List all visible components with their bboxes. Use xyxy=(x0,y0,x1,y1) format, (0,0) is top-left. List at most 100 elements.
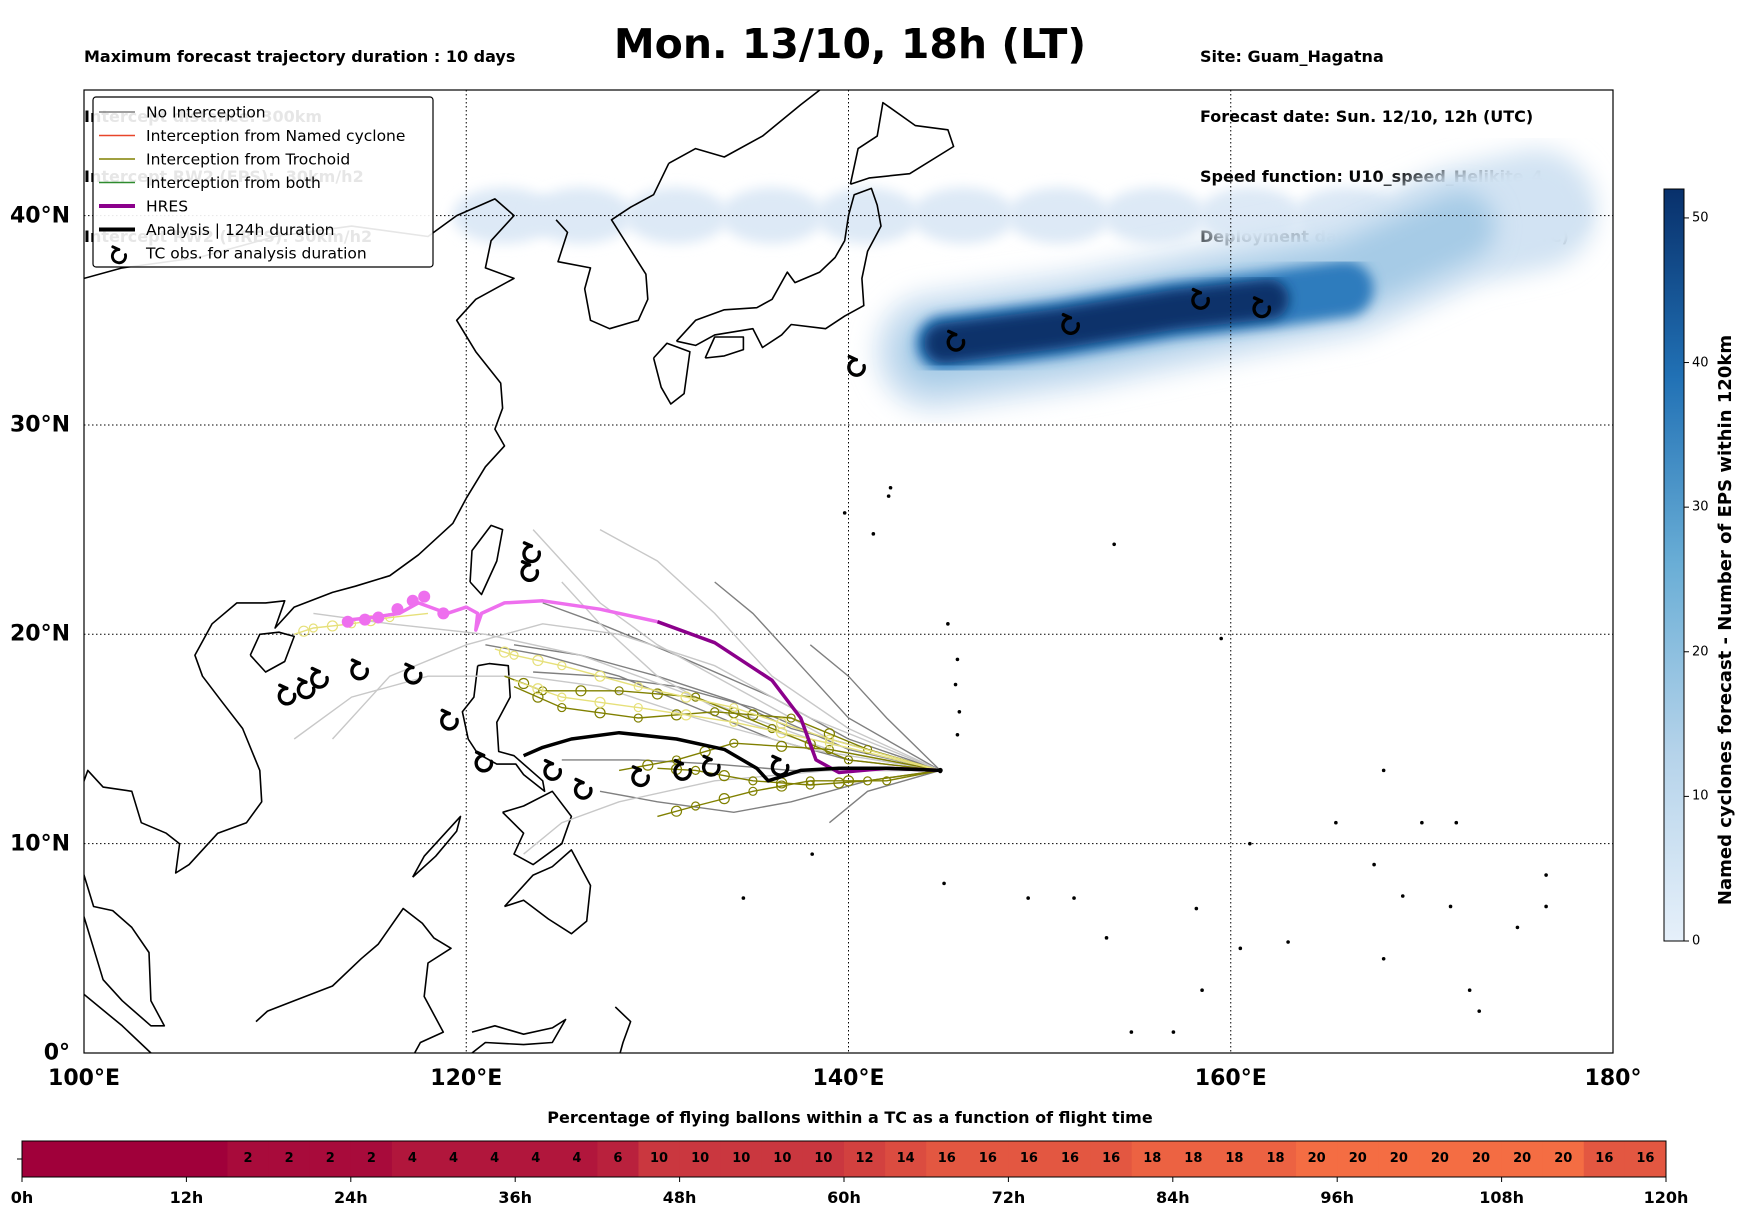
colorbar-tick-label: 40 xyxy=(1692,355,1709,371)
strip-cell xyxy=(391,1141,434,1177)
trochoid-loop xyxy=(509,650,519,660)
tc-obs-arc xyxy=(1191,291,1210,310)
ensemble-track xyxy=(533,671,941,772)
strip-cell xyxy=(104,1141,146,1177)
legend-label: Interception from both xyxy=(146,174,321,192)
strip-value: 2 xyxy=(366,1151,376,1166)
trochoid-loop xyxy=(776,727,788,739)
tc-obs-icon xyxy=(1061,312,1080,335)
strip-value: 14 xyxy=(896,1151,915,1166)
island xyxy=(1506,1062,1510,1066)
ensemble-track xyxy=(828,769,941,824)
island xyxy=(1112,542,1116,547)
strip-cell xyxy=(350,1141,393,1177)
trochoid-loop xyxy=(670,805,683,817)
tc-obs-icon xyxy=(673,758,692,781)
strip-cell xyxy=(1542,1141,1585,1177)
tc-obs-tail xyxy=(111,245,121,251)
tc-obs-arc xyxy=(770,757,790,777)
strip-tick-label: 12h xyxy=(169,1188,204,1207)
tc-obs-tail xyxy=(297,677,308,684)
trochoid-loop xyxy=(690,801,701,811)
trochoid-loop xyxy=(594,670,606,682)
ensemble-track xyxy=(504,675,941,772)
strip-value: 10 xyxy=(773,1151,792,1166)
coastline xyxy=(84,198,515,1027)
tc-obs-tail xyxy=(673,758,685,766)
trochoid-loop xyxy=(633,702,643,713)
trochoid-loop xyxy=(729,702,739,713)
trochoid-loop xyxy=(767,723,777,734)
analysis-track xyxy=(522,730,941,783)
island xyxy=(1448,904,1453,909)
colorbar-tick-label: 0 xyxy=(1692,933,1701,949)
trochoid-loop xyxy=(308,623,318,633)
island xyxy=(886,494,891,498)
tc-obs-tail xyxy=(1252,296,1264,303)
x-tick-label: 120°E xyxy=(430,1066,503,1091)
tc-obs-icon xyxy=(946,329,966,352)
flight-time-strip xyxy=(17,1140,1667,1182)
y-tick-label: 40°N xyxy=(9,203,70,229)
strip-cell xyxy=(597,1141,639,1177)
strip-cell xyxy=(844,1141,886,1177)
island xyxy=(810,852,814,856)
tc-obs-tail xyxy=(574,777,585,785)
site-marker xyxy=(937,767,943,773)
coastline xyxy=(675,187,882,349)
tc-obs-arc xyxy=(310,670,329,689)
x-tick-label: 100°E xyxy=(48,1066,120,1091)
ensemble-track xyxy=(714,581,941,772)
tc-obs-tail xyxy=(310,666,321,674)
island xyxy=(1219,636,1223,641)
strip-cell xyxy=(1008,1141,1050,1177)
coastline xyxy=(668,90,821,165)
y-tick-label: 30°N xyxy=(9,412,70,438)
coastline-layer xyxy=(84,90,1548,1066)
tc-obs-arc xyxy=(296,680,316,700)
island xyxy=(842,511,847,515)
trochoid-loop xyxy=(642,759,654,771)
strip-tick-label: 120h xyxy=(1643,1188,1689,1207)
strip-tick-label: 60h xyxy=(827,1188,861,1207)
legend-label: Analysis | 124h duration xyxy=(146,221,335,239)
strip-value: 2 xyxy=(325,1151,335,1166)
strip-cell xyxy=(1255,1141,1297,1177)
ensemble-track xyxy=(542,602,941,772)
strip-value: 18 xyxy=(1225,1151,1244,1166)
strip-cell xyxy=(22,1141,64,1177)
trochoid-loop xyxy=(842,775,855,787)
tc-obs-icon xyxy=(440,708,459,731)
strip-cell xyxy=(186,1141,228,1177)
header-right-line: Forecast date: Sun. 12/10, 12h (UTC) xyxy=(1200,107,1534,126)
strip-cell xyxy=(515,1141,557,1177)
trochoid-loop xyxy=(729,738,739,748)
tc-obs-arc xyxy=(520,563,540,582)
strip-cell xyxy=(1460,1141,1503,1177)
trochoid-loop xyxy=(498,646,511,658)
trochoid-loop xyxy=(298,625,310,637)
strip-value: 10 xyxy=(691,1151,710,1166)
strip-tick-label: 84h xyxy=(1155,1188,1190,1207)
tc-obs-icon xyxy=(770,754,790,777)
colorbar-tick-label: 10 xyxy=(1692,788,1709,804)
strip-value: 20 xyxy=(1389,1151,1408,1166)
tc-obs-arc xyxy=(1061,316,1080,335)
trochoid-loop xyxy=(710,707,720,717)
tc-obs-arc xyxy=(522,544,542,564)
island xyxy=(1104,936,1109,940)
strip-cell xyxy=(145,1141,187,1177)
tc-obs-arc xyxy=(1252,299,1272,319)
trochoid-loop xyxy=(776,780,788,792)
trochoid-loop xyxy=(614,686,624,696)
strip-value: 16 xyxy=(1595,1151,1614,1166)
coastline xyxy=(614,1006,632,1053)
density-blob xyxy=(1197,187,1302,244)
tc-obs-icon xyxy=(110,245,128,265)
colorbar-tick-label: 30 xyxy=(1692,499,1709,515)
island xyxy=(1026,896,1030,900)
strip-value: 4 xyxy=(572,1151,582,1166)
trochoid-loop xyxy=(575,685,587,697)
strip-value: 18 xyxy=(1184,1151,1203,1166)
